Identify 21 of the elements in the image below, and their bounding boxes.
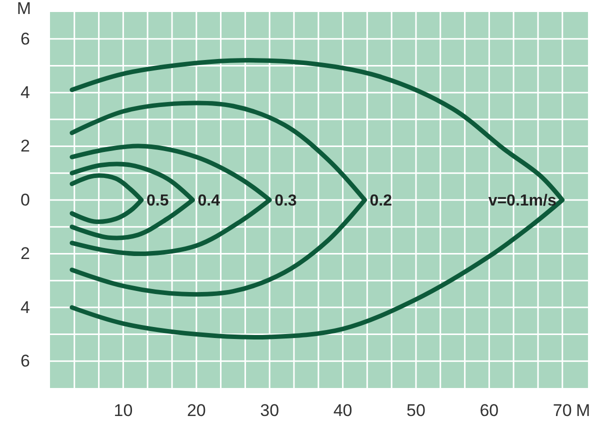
y-tick-label: 6 <box>20 29 30 48</box>
y-tick-label: 4 <box>20 298 30 317</box>
x-tick-label: 70 <box>552 401 572 420</box>
series-label: 0.4 <box>198 192 220 210</box>
y-tick-label: 2 <box>20 244 30 264</box>
y-axis-title: M <box>16 0 32 18</box>
x-tick-label: 50 <box>406 401 426 420</box>
x-tick-label: 10 <box>114 401 133 420</box>
x-tick-label: 60 <box>480 401 499 420</box>
x-tick-label: 20 <box>186 401 206 420</box>
y-tick-label: 4 <box>20 83 30 102</box>
series-label: 0.5 <box>146 192 169 210</box>
y-tick-label: 0 <box>20 190 30 210</box>
series-label: v=0.1m/s <box>488 192 556 210</box>
y-tick-label: 6 <box>20 352 30 371</box>
y-tick-label: 2 <box>20 136 30 156</box>
x-tick-label: 30 <box>260 401 280 420</box>
x-tick-label: 40 <box>333 401 352 420</box>
series-label: 0.2 <box>370 192 392 210</box>
x-axis-title: M <box>576 401 590 420</box>
series-label: 0.3 <box>274 192 297 210</box>
